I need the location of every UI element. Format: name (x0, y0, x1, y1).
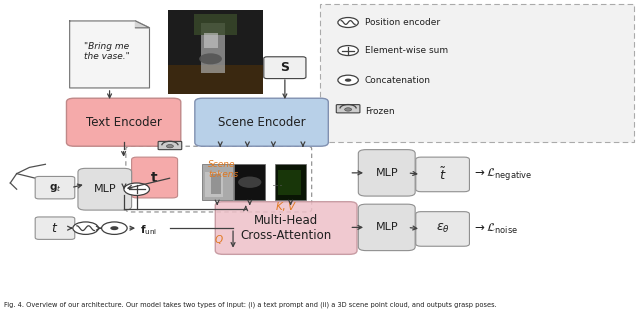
Text: $\rightarrow\mathcal{L}_{\mathrm{noise}}$: $\rightarrow\mathcal{L}_{\mathrm{noise}}… (472, 222, 518, 236)
FancyBboxPatch shape (215, 202, 357, 254)
Circle shape (199, 53, 222, 64)
Circle shape (166, 145, 173, 148)
Bar (195, 14, 237, 35)
Text: Frozen: Frozen (365, 107, 394, 116)
FancyBboxPatch shape (78, 168, 132, 210)
Text: ...: ... (271, 176, 284, 189)
Circle shape (124, 183, 150, 195)
Circle shape (73, 222, 99, 234)
Bar (211, 174, 221, 194)
FancyBboxPatch shape (264, 57, 306, 79)
Bar (201, 23, 225, 73)
Text: Multi-Head
Cross-Attention: Multi-Head Cross-Attention (241, 214, 332, 242)
Text: Scene Encoder: Scene Encoder (218, 116, 305, 129)
Bar (278, 170, 301, 195)
Text: $K, V$: $K, V$ (275, 200, 297, 213)
Text: Fig. 4. Overview of our architecture. Our model takes two types of input: (i) a : Fig. 4. Overview of our architecture. Ou… (4, 301, 497, 308)
FancyBboxPatch shape (416, 157, 469, 192)
Circle shape (110, 226, 118, 230)
Text: $\mathbf{t}$: $\mathbf{t}$ (150, 171, 159, 185)
Text: $t$: $t$ (51, 222, 59, 235)
Text: Concatenation: Concatenation (365, 76, 431, 85)
FancyBboxPatch shape (132, 157, 177, 198)
Bar (202, 164, 232, 200)
Circle shape (345, 79, 351, 82)
FancyBboxPatch shape (416, 212, 469, 246)
Text: MLP: MLP (376, 223, 398, 232)
Circle shape (338, 18, 358, 28)
FancyBboxPatch shape (358, 150, 415, 196)
Circle shape (238, 177, 261, 188)
Text: Element-wise sum: Element-wise sum (365, 46, 448, 55)
Bar (204, 33, 218, 48)
Text: MLP: MLP (93, 184, 116, 194)
FancyBboxPatch shape (67, 98, 180, 146)
FancyBboxPatch shape (158, 141, 182, 150)
Text: $\tilde{t}$: $\tilde{t}$ (439, 166, 447, 183)
Circle shape (338, 46, 358, 55)
Bar (168, 65, 262, 94)
Polygon shape (136, 21, 150, 28)
Text: $Q$: $Q$ (214, 233, 224, 246)
Text: Position encoder: Position encoder (365, 18, 440, 27)
Text: Scene
tokens: Scene tokens (208, 160, 239, 179)
Text: "Bring me
the vase.": "Bring me the vase." (83, 42, 129, 61)
FancyBboxPatch shape (35, 217, 75, 239)
Polygon shape (70, 21, 150, 88)
Bar (205, 172, 223, 197)
Text: $\mathbf{g}_t$: $\mathbf{g}_t$ (49, 182, 61, 194)
FancyBboxPatch shape (35, 177, 75, 199)
FancyBboxPatch shape (336, 105, 360, 113)
Bar (234, 164, 265, 200)
Text: $\epsilon_{\theta}$: $\epsilon_{\theta}$ (436, 223, 449, 235)
Text: $\mathbf{S}$: $\mathbf{S}$ (280, 61, 290, 74)
FancyBboxPatch shape (358, 204, 415, 251)
Text: $\mathbf{f}_{\mathrm{uni}}$: $\mathbf{f}_{\mathrm{uni}}$ (140, 223, 157, 237)
Circle shape (345, 108, 351, 111)
Text: Text Encoder: Text Encoder (86, 116, 161, 129)
Circle shape (338, 75, 358, 85)
Text: $\rightarrow\mathcal{L}_{\mathrm{negative}}$: $\rightarrow\mathcal{L}_{\mathrm{negativ… (472, 167, 532, 182)
Bar (168, 10, 262, 94)
Circle shape (102, 222, 127, 234)
FancyBboxPatch shape (320, 4, 634, 142)
Text: MLP: MLP (376, 168, 398, 178)
Bar (275, 164, 306, 200)
FancyBboxPatch shape (195, 98, 328, 146)
